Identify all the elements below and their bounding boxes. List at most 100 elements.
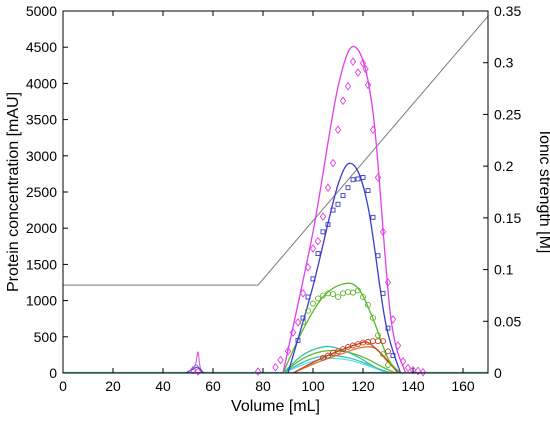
y2-axis-title: Ionic strength [M] <box>536 131 550 254</box>
measured-blue-point <box>340 193 346 199</box>
x-tick-label: 60 <box>205 378 221 394</box>
measured-green-point <box>375 332 381 339</box>
measured-magenta-point <box>314 236 322 246</box>
measured-red-point <box>335 348 341 355</box>
measured-red-point <box>370 338 376 345</box>
x-tick-label: 0 <box>59 378 67 394</box>
measured-blue-point <box>355 176 361 182</box>
x-tick-label: 20 <box>105 378 121 394</box>
measured-red-point <box>385 348 391 355</box>
measured-red-point <box>325 352 331 359</box>
measured-red-point <box>320 354 326 361</box>
measured-blue-point <box>320 229 326 235</box>
measured-blue-point <box>360 175 366 180</box>
measured-green-point <box>330 291 336 298</box>
measured-green-point <box>350 289 356 296</box>
y-tick-label: 3000 <box>26 148 57 164</box>
x-tick-label: 140 <box>401 378 425 394</box>
measured-magenta-point <box>414 366 422 376</box>
axis-ticks: 0 20 40 60 80 100 120 140 160 0 500 1000 1500 2000 250… <box>26 3 522 394</box>
y2-tick-label: 0.25 <box>494 106 521 122</box>
measured-magenta-point <box>339 96 347 106</box>
measured-magenta-point <box>354 68 362 77</box>
measured-magenta-point <box>324 183 332 193</box>
y2-tick-label: 0.1 <box>494 262 514 278</box>
measured-blue-point <box>295 337 301 343</box>
measured-magenta-point <box>329 158 337 168</box>
y-tick-label: 4000 <box>26 75 57 91</box>
measured-blue-point <box>330 207 336 213</box>
measured-green-point <box>340 290 346 297</box>
measured-magenta-point <box>369 125 377 135</box>
measured-green-point <box>335 294 341 300</box>
y-tick-label: 500 <box>34 329 58 345</box>
measured-blue-point <box>350 177 356 183</box>
measured-magenta-point <box>374 173 382 182</box>
measured-blue-point <box>305 294 311 300</box>
model-curve-green-6 <box>282 282 401 374</box>
measured-magenta-point <box>319 212 327 221</box>
measured-magenta-point <box>399 357 407 366</box>
measured-magenta-point <box>394 341 402 350</box>
measured-green-point <box>355 287 361 294</box>
measured-red-point <box>340 346 346 353</box>
measured-magenta-point <box>334 125 342 135</box>
x-axis-title: Volume [mL] <box>231 398 320 415</box>
measured-magenta-point <box>349 57 357 67</box>
small-peak-2 <box>185 366 204 374</box>
y-tick-label: 5000 <box>26 3 57 19</box>
y-tick-label: 1500 <box>26 256 57 272</box>
x-tick-label: 100 <box>301 378 325 394</box>
measured-green-point <box>315 295 321 302</box>
measured-red-point <box>375 338 381 345</box>
measured-red-point <box>380 338 386 345</box>
measured-blue-point <box>310 276 316 282</box>
measured-magenta-point <box>362 64 369 74</box>
model-curve-magenta-8 <box>282 45 407 374</box>
measured-blue-point <box>390 353 396 359</box>
measured-magenta-point <box>309 244 317 253</box>
x-tick-label: 120 <box>351 378 375 394</box>
model-curve-blue-7 <box>287 162 402 374</box>
measured-green-point <box>370 315 376 321</box>
plot-frame <box>62 10 489 374</box>
y2-tick-label: 0.3 <box>494 55 514 71</box>
measured-green-point <box>305 307 311 314</box>
y-tick-label: 2000 <box>26 220 57 236</box>
measured-blue-point <box>325 222 331 228</box>
measured-green-point <box>345 288 351 295</box>
measured-green-point <box>365 301 371 308</box>
measured-magenta-point <box>294 317 302 327</box>
measured-blue-point <box>335 201 341 207</box>
x-tick-label: 40 <box>155 378 171 394</box>
measured-blue-point <box>380 290 386 296</box>
measured-green-point <box>360 294 366 300</box>
measured-blue-point <box>315 251 321 256</box>
measured-magenta-point <box>194 367 202 376</box>
measured-magenta-point <box>344 81 352 91</box>
measured-magenta-point <box>189 365 197 375</box>
measured-magenta-point <box>299 288 307 298</box>
measured-magenta-point <box>409 365 417 375</box>
measured-magenta-point <box>364 80 372 90</box>
measured-magenta-point <box>254 367 262 376</box>
measured-green-point <box>380 351 386 358</box>
model-curve-teal-1 <box>282 354 389 374</box>
y-axis-title: Protein concentration [mAU] <box>5 92 22 292</box>
measured-magenta-point <box>272 362 279 372</box>
y-tick-label: 3500 <box>26 112 57 128</box>
measured-blue-point <box>375 253 381 259</box>
measured-magenta-point <box>384 278 392 287</box>
y2-tick-label: 0.05 <box>494 313 521 329</box>
measured-green-point <box>385 362 391 368</box>
y-tick-label: 2500 <box>26 184 57 200</box>
model-curve-red-5 <box>292 341 399 374</box>
y2-tick-label: 0.35 <box>494 3 521 19</box>
y-tick-label: 4500 <box>26 39 57 55</box>
y2-tick-label: 0.2 <box>494 158 514 174</box>
measured-blue-point <box>385 325 391 331</box>
measured-blue-point <box>370 214 376 220</box>
measured-blue-point <box>365 188 371 194</box>
x-tick-label: 80 <box>255 378 271 394</box>
